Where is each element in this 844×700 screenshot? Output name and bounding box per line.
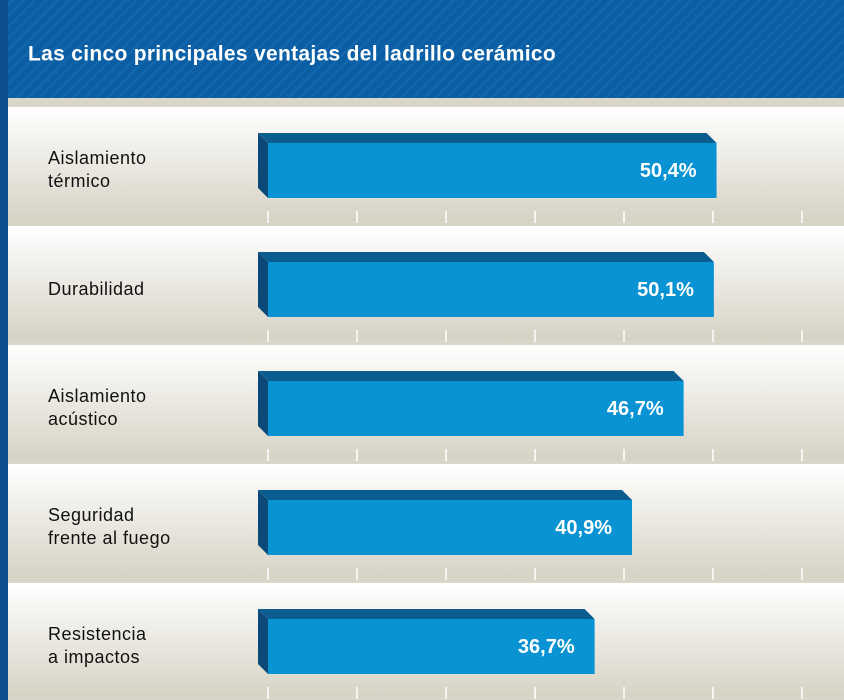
bar-top [258,609,595,619]
category-label: Aislamiento acústico [48,386,147,429]
bar [268,262,714,317]
category-label: Seguridad frente al fuego [48,505,171,548]
category-label: Resistencia a impactos [48,624,147,667]
value-label: 40,9% [555,517,612,539]
bar-side [258,371,268,436]
category-label: Aislamiento térmico [48,148,147,191]
value-label: 50,4% [640,160,697,182]
bar-side [258,252,268,317]
category-label: Durabilidad [48,278,145,299]
header [0,0,844,98]
left-border [0,0,8,700]
bar [268,381,684,436]
bar [268,619,595,674]
chart-title: Las cinco principales ventajas del ladri… [28,43,556,66]
bar-top [258,371,684,381]
value-label: 36,7% [518,636,575,658]
bar-top [258,252,714,262]
bar-top [258,133,717,143]
bar-side [258,490,268,555]
bar-side [258,609,268,674]
bar [268,143,717,198]
bar-top [258,490,633,500]
bar-side [258,133,268,198]
value-label: 50,1% [637,279,694,301]
value-label: 46,7% [607,398,664,420]
bar [268,500,633,555]
